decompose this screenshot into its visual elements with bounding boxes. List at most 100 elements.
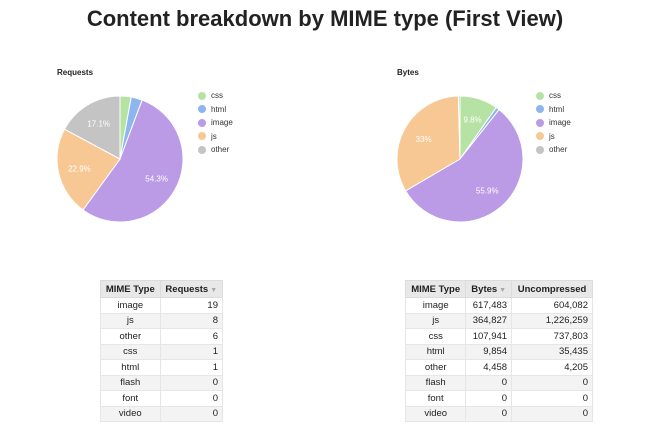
legend-label: js <box>549 131 555 141</box>
mime-type-cell: css <box>100 343 161 360</box>
legend-swatch <box>536 91 544 100</box>
value-cell: 737,803 <box>511 328 593 345</box>
mime-type-cell: other <box>100 328 161 345</box>
header-label: MIME Type <box>411 283 461 295</box>
legend-item-other: other <box>536 143 616 157</box>
mime-type-cell: html <box>404 343 467 360</box>
chart-title: Requests <box>57 68 94 77</box>
bytes-column-header[interactable]: Bytes ▼ <box>465 280 513 298</box>
bytes-pie-svg: 9.8% 55.9% 33% <box>396 95 524 223</box>
mime-type-cell: font <box>100 390 161 407</box>
pie-slice-other <box>63 95 121 160</box>
value-cell: 4,205 <box>511 359 593 376</box>
bytes-legend: css html image js other <box>536 89 616 157</box>
table-row: flash 0 0 <box>404 374 593 391</box>
value-cell: 0 <box>465 390 513 407</box>
value-cell: 0 <box>159 405 224 422</box>
value-cell: 364,827 <box>465 312 513 329</box>
table-row: video 0 0 <box>404 405 593 422</box>
bytes-table: MIME Type Bytes ▼ Uncompressed image 617,4… <box>404 280 593 422</box>
legend-swatch <box>198 132 206 141</box>
legend-item-html: html <box>198 103 278 117</box>
table-row: flash 0 <box>100 374 224 391</box>
legend-swatch <box>198 118 206 127</box>
table-row: js 364,827 1,226,259 <box>404 312 593 329</box>
legend-swatch <box>198 91 206 100</box>
legend-label: other <box>549 145 568 155</box>
pie-slice-label: 9.8% <box>463 115 481 124</box>
mime-type-cell: font <box>404 390 467 407</box>
sort-desc-icon: ▼ <box>210 286 218 294</box>
table-row: image 19 <box>100 297 224 314</box>
requests-table: MIME Type Requests ▼ image 19 js 8 other 6 css 1… <box>100 280 224 422</box>
requests-legend: css html image js other <box>198 89 278 157</box>
legend-item-image: image <box>536 116 616 130</box>
mime-type-cell: js <box>404 312 467 329</box>
mime-type-cell: image <box>404 297 467 314</box>
header-label: Bytes <box>471 283 498 295</box>
legend-swatch <box>198 105 206 114</box>
legend-item-css: css <box>198 89 278 103</box>
legend-item-html: html <box>536 103 616 117</box>
legend-swatch <box>536 132 544 141</box>
legend-label: js <box>211 131 217 141</box>
requests-column-header[interactable]: Requests ▼ <box>159 280 224 298</box>
table-row: html 9,854 35,435 <box>404 343 593 360</box>
header-label: Requests <box>165 283 209 295</box>
legend-label: css <box>211 91 223 101</box>
value-cell: 1 <box>159 343 224 360</box>
pie-slice-label: 17.1% <box>87 119 110 128</box>
mime-type-column-header[interactable]: MIME Type <box>404 280 467 298</box>
table-header-row: MIME Type Requests ▼ <box>100 280 224 298</box>
value-cell: 107,941 <box>465 328 513 345</box>
mime-type-cell: other <box>404 359 467 376</box>
table-row: other 4,458 4,205 <box>404 359 593 376</box>
value-cell: 0 <box>465 405 513 422</box>
uncompressed-column-header[interactable]: Uncompressed <box>511 280 593 298</box>
mime-type-cell: image <box>100 297 161 314</box>
legend-label: image <box>549 118 571 128</box>
value-cell: 0 <box>159 390 224 407</box>
table-header-row: MIME Type Bytes ▼ Uncompressed <box>404 280 593 298</box>
table-row: css 107,941 737,803 <box>404 328 593 345</box>
bytes-pie-chart: Bytes 9.8% 55.9% 33% css html image js other <box>395 62 645 232</box>
value-cell: 617,483 <box>465 297 513 314</box>
requests-pie-svg: 54.3% 22.9% 17.1% <box>56 95 184 223</box>
table-row: image 617,483 604,082 <box>404 297 593 314</box>
legend-swatch <box>536 105 544 114</box>
table-row: js 8 <box>100 312 224 329</box>
page-title: Content breakdown by MIME type (First Vi… <box>86 6 564 31</box>
mime-type-cell: flash <box>100 374 161 391</box>
table-row: css 1 <box>100 343 224 360</box>
legend-swatch <box>198 145 206 154</box>
legend-label: html <box>549 104 565 114</box>
legend-item-js: js <box>536 130 616 144</box>
mime-type-cell: html <box>100 359 161 376</box>
pie-slice-js <box>396 95 461 192</box>
table-row: font 0 <box>100 390 224 407</box>
value-cell: 6 <box>159 328 224 345</box>
legend-label: image <box>211 118 233 128</box>
pie-slice-label: 33% <box>416 135 432 144</box>
sort-desc-icon: ▼ <box>499 286 507 294</box>
pie-slice-js <box>56 128 121 211</box>
value-cell: 0 <box>465 374 513 391</box>
value-cell: 0 <box>159 374 224 391</box>
legend-swatch <box>536 145 544 154</box>
mime-type-cell: css <box>404 328 467 345</box>
mime-type-column-header[interactable]: MIME Type <box>100 280 161 298</box>
table-row: other 6 <box>100 328 224 345</box>
mime-type-cell: js <box>100 312 161 329</box>
table-row: html 1 <box>100 359 224 376</box>
pie-slice-label: 22.9% <box>68 164 91 173</box>
value-cell: 0 <box>511 374 593 391</box>
legend-swatch <box>536 118 544 127</box>
table-row: font 0 0 <box>404 390 593 407</box>
value-cell: 35,435 <box>511 343 593 360</box>
legend-item-image: image <box>198 116 278 130</box>
mime-type-cell: flash <box>404 374 467 391</box>
mime-type-cell: video <box>404 405 467 422</box>
value-cell: 1 <box>159 359 224 376</box>
header-label: Uncompressed <box>517 283 587 295</box>
legend-item-other: other <box>198 143 278 157</box>
